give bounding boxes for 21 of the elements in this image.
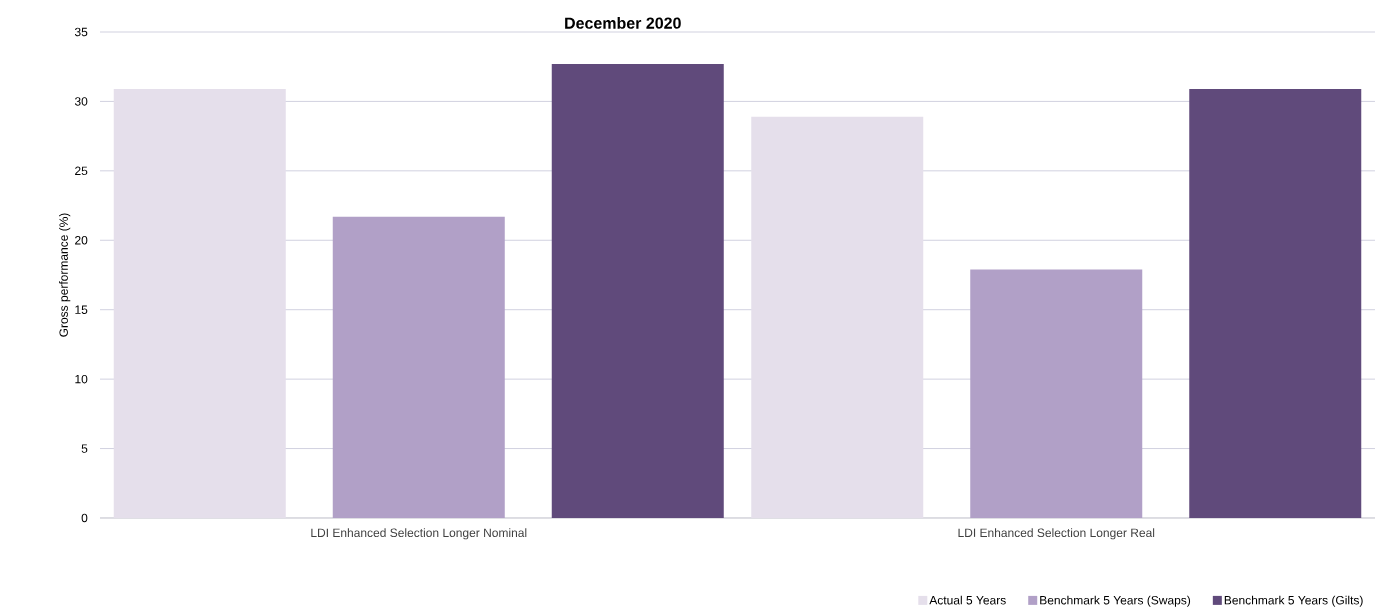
bar [332, 216, 505, 518]
y-tick-label: 10 [75, 374, 88, 384]
y-tick-label: 0 [81, 513, 88, 523]
bar [1189, 88, 1362, 518]
y-tick-label: 5 [81, 444, 88, 453]
bar [970, 269, 1143, 518]
y-axis-title: Gross performance (%) [59, 213, 71, 337]
legend-label: Benchmark 5 Years (Gilts) [1224, 595, 1363, 607]
y-tick-label: 30 [74, 97, 88, 106]
bar [551, 63, 724, 518]
y-tick-label: 20 [75, 236, 88, 245]
y-tick-label: 15 [75, 305, 88, 314]
bar [751, 116, 924, 518]
legend-label: Actual 5 Years [929, 595, 1006, 605]
bar [113, 88, 286, 518]
y-tick-label: 25 [75, 166, 88, 176]
chart-title: December 2020 [565, 17, 681, 29]
legend-label: Benchmark 5 Years (Swaps) [1040, 595, 1191, 607]
x-tick-label: LDI Enhanced Selection Longer Nominal [311, 528, 527, 540]
y-tick-label: 35 [74, 27, 88, 37]
x-tick-label: LDI Enhanced Selection Longer Real [958, 528, 1155, 540]
